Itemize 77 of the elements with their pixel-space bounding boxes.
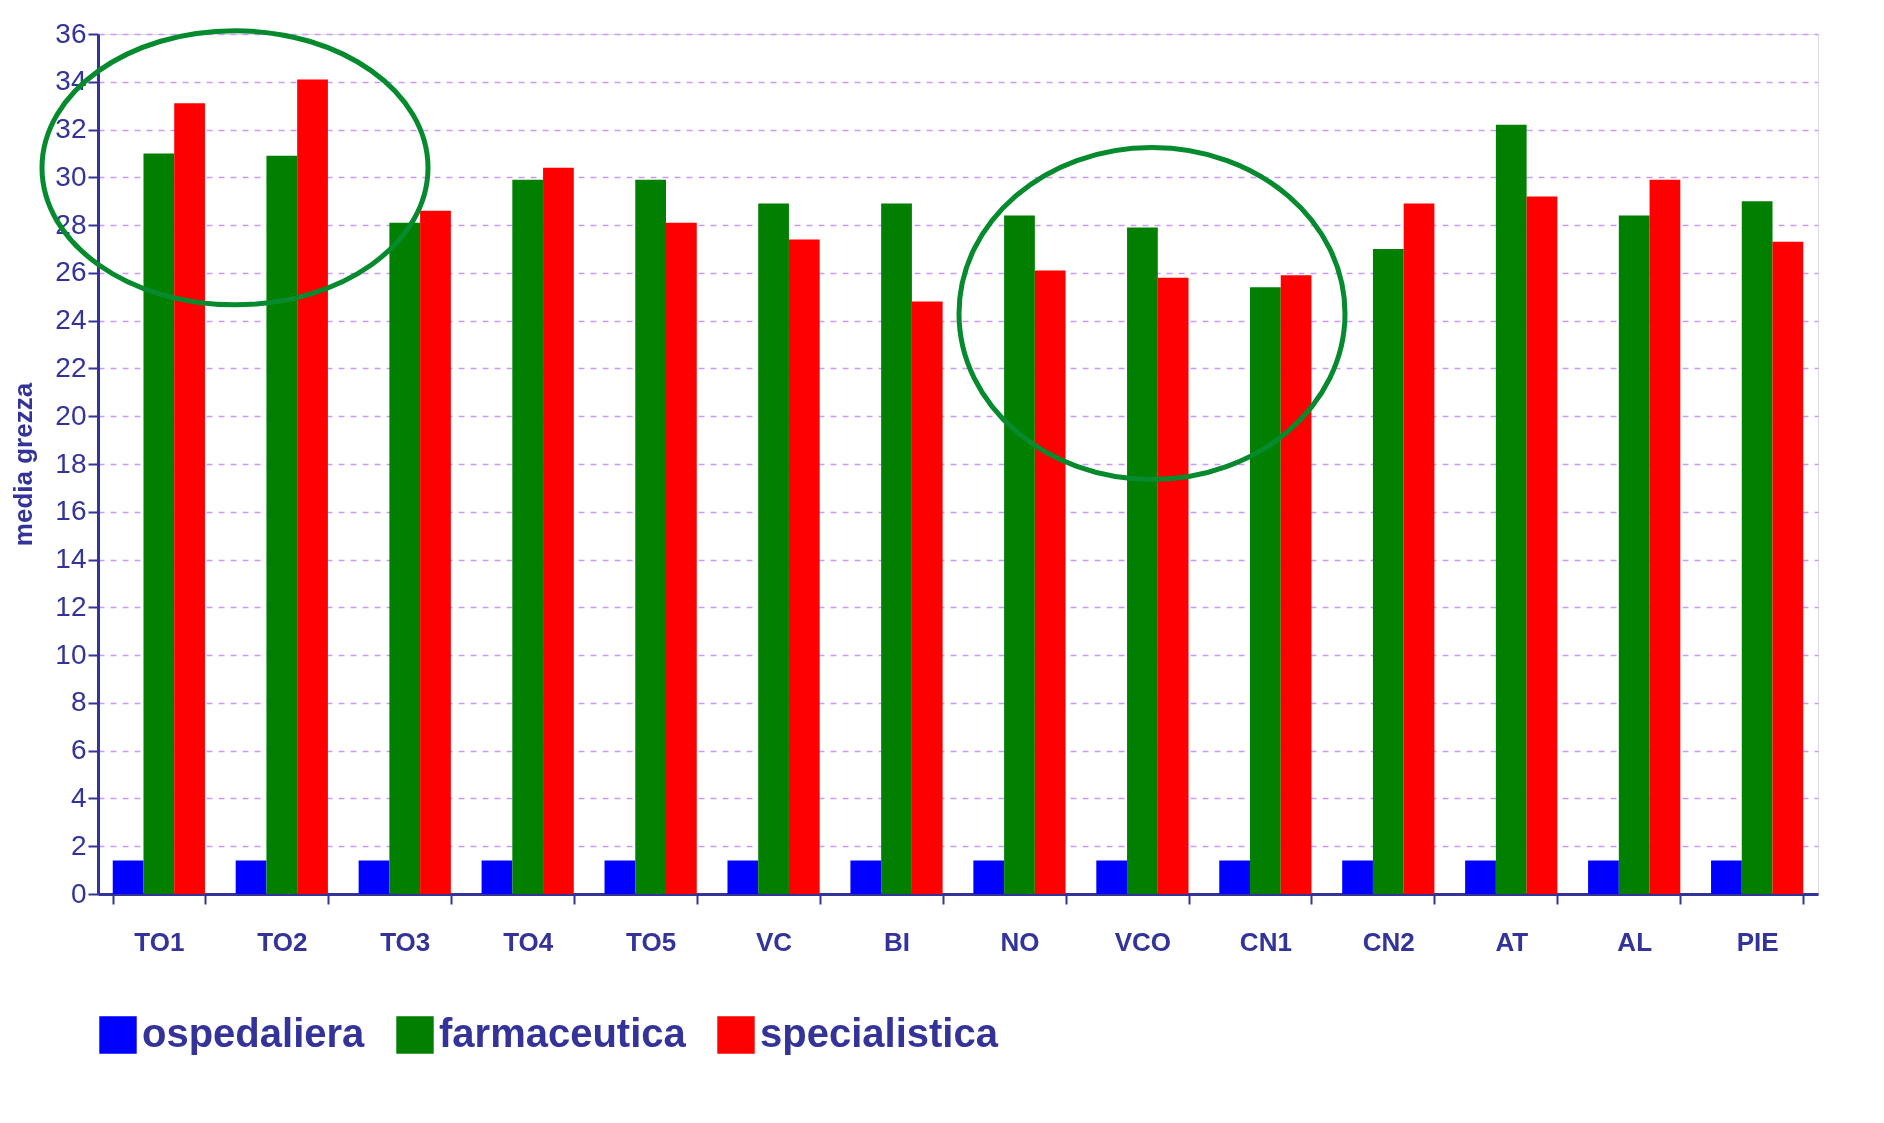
bar bbox=[1649, 179, 1681, 894]
y-tick-label: 36 bbox=[55, 17, 87, 49]
x-tick-label: VC bbox=[756, 926, 793, 957]
y-tick-label: 4 bbox=[70, 781, 87, 813]
y-tick-label: 6 bbox=[70, 734, 87, 766]
bar bbox=[174, 103, 205, 894]
bar bbox=[420, 210, 451, 894]
bar bbox=[1618, 215, 1650, 894]
bar bbox=[666, 222, 697, 894]
x-tick-label: TO2 bbox=[257, 926, 308, 957]
y-tick-label: 0 bbox=[70, 877, 87, 909]
bar bbox=[604, 860, 636, 894]
x-tick-label: PIE bbox=[1736, 926, 1779, 957]
bar bbox=[1495, 124, 1527, 894]
bar bbox=[1772, 241, 1804, 894]
y-tick-label: 26 bbox=[55, 256, 87, 288]
y-tick-label: 20 bbox=[55, 399, 87, 431]
bar bbox=[1465, 860, 1496, 894]
bar bbox=[1588, 860, 1619, 894]
x-tick-label: NO bbox=[1000, 926, 1040, 957]
y-tick-label: 8 bbox=[70, 686, 87, 718]
bar bbox=[1280, 275, 1312, 894]
bar bbox=[850, 860, 882, 894]
bar bbox=[143, 153, 175, 894]
legend-label: specialistica bbox=[760, 1011, 999, 1055]
bar bbox=[1219, 860, 1250, 894]
bar bbox=[788, 239, 820, 894]
x-tick-label: AL bbox=[1617, 926, 1653, 957]
bar bbox=[1034, 270, 1066, 894]
y-tick-label: 12 bbox=[55, 590, 87, 622]
x-tick-label: TO3 bbox=[380, 926, 431, 957]
x-tick-label: TO4 bbox=[503, 926, 554, 957]
y-tick-label: 2 bbox=[70, 829, 87, 861]
bar bbox=[1403, 203, 1435, 894]
x-tick-label: TO1 bbox=[134, 926, 185, 957]
bar bbox=[758, 203, 789, 894]
bar bbox=[1157, 277, 1189, 894]
bar bbox=[1004, 215, 1035, 894]
bar bbox=[1342, 860, 1373, 894]
bar bbox=[1526, 196, 1558, 894]
bar bbox=[1741, 201, 1773, 894]
x-tick-label: AT bbox=[1495, 926, 1529, 957]
bar bbox=[235, 860, 267, 894]
x-tick-label: CN1 bbox=[1239, 926, 1292, 957]
legend-label: ospedaliera bbox=[142, 1011, 366, 1055]
bar bbox=[112, 860, 144, 894]
y-tick-label: 24 bbox=[55, 304, 87, 336]
bar bbox=[1711, 860, 1742, 894]
bar bbox=[1096, 860, 1128, 894]
bar bbox=[512, 179, 544, 894]
bar bbox=[543, 167, 574, 894]
bar bbox=[297, 79, 328, 894]
y-axis-title: media grezza bbox=[8, 382, 39, 547]
y-tick-label: 18 bbox=[55, 447, 87, 479]
x-tick-label: VCO bbox=[1114, 926, 1172, 957]
bar bbox=[358, 860, 390, 894]
bar bbox=[911, 301, 943, 894]
y-tick-label: 14 bbox=[55, 543, 87, 575]
bar bbox=[635, 179, 667, 894]
x-tick-label: BI bbox=[884, 926, 911, 957]
y-tick-label: 16 bbox=[55, 495, 87, 527]
y-tick-label: 32 bbox=[55, 113, 87, 145]
bar bbox=[1127, 227, 1158, 894]
bar bbox=[266, 155, 298, 894]
bar bbox=[727, 860, 759, 894]
bar bbox=[481, 860, 513, 894]
bar bbox=[881, 203, 912, 894]
y-tick-label: 10 bbox=[55, 638, 87, 670]
bar bbox=[973, 860, 1005, 894]
x-tick-label: CN2 bbox=[1362, 926, 1415, 957]
bar bbox=[1249, 287, 1281, 894]
legend-label: farmaceutica bbox=[439, 1011, 687, 1055]
x-tick-label: TO5 bbox=[626, 926, 677, 957]
bar bbox=[1372, 249, 1404, 894]
y-tick-label: 22 bbox=[55, 351, 87, 383]
y-tick-label: 30 bbox=[55, 160, 87, 192]
bar bbox=[389, 222, 421, 894]
